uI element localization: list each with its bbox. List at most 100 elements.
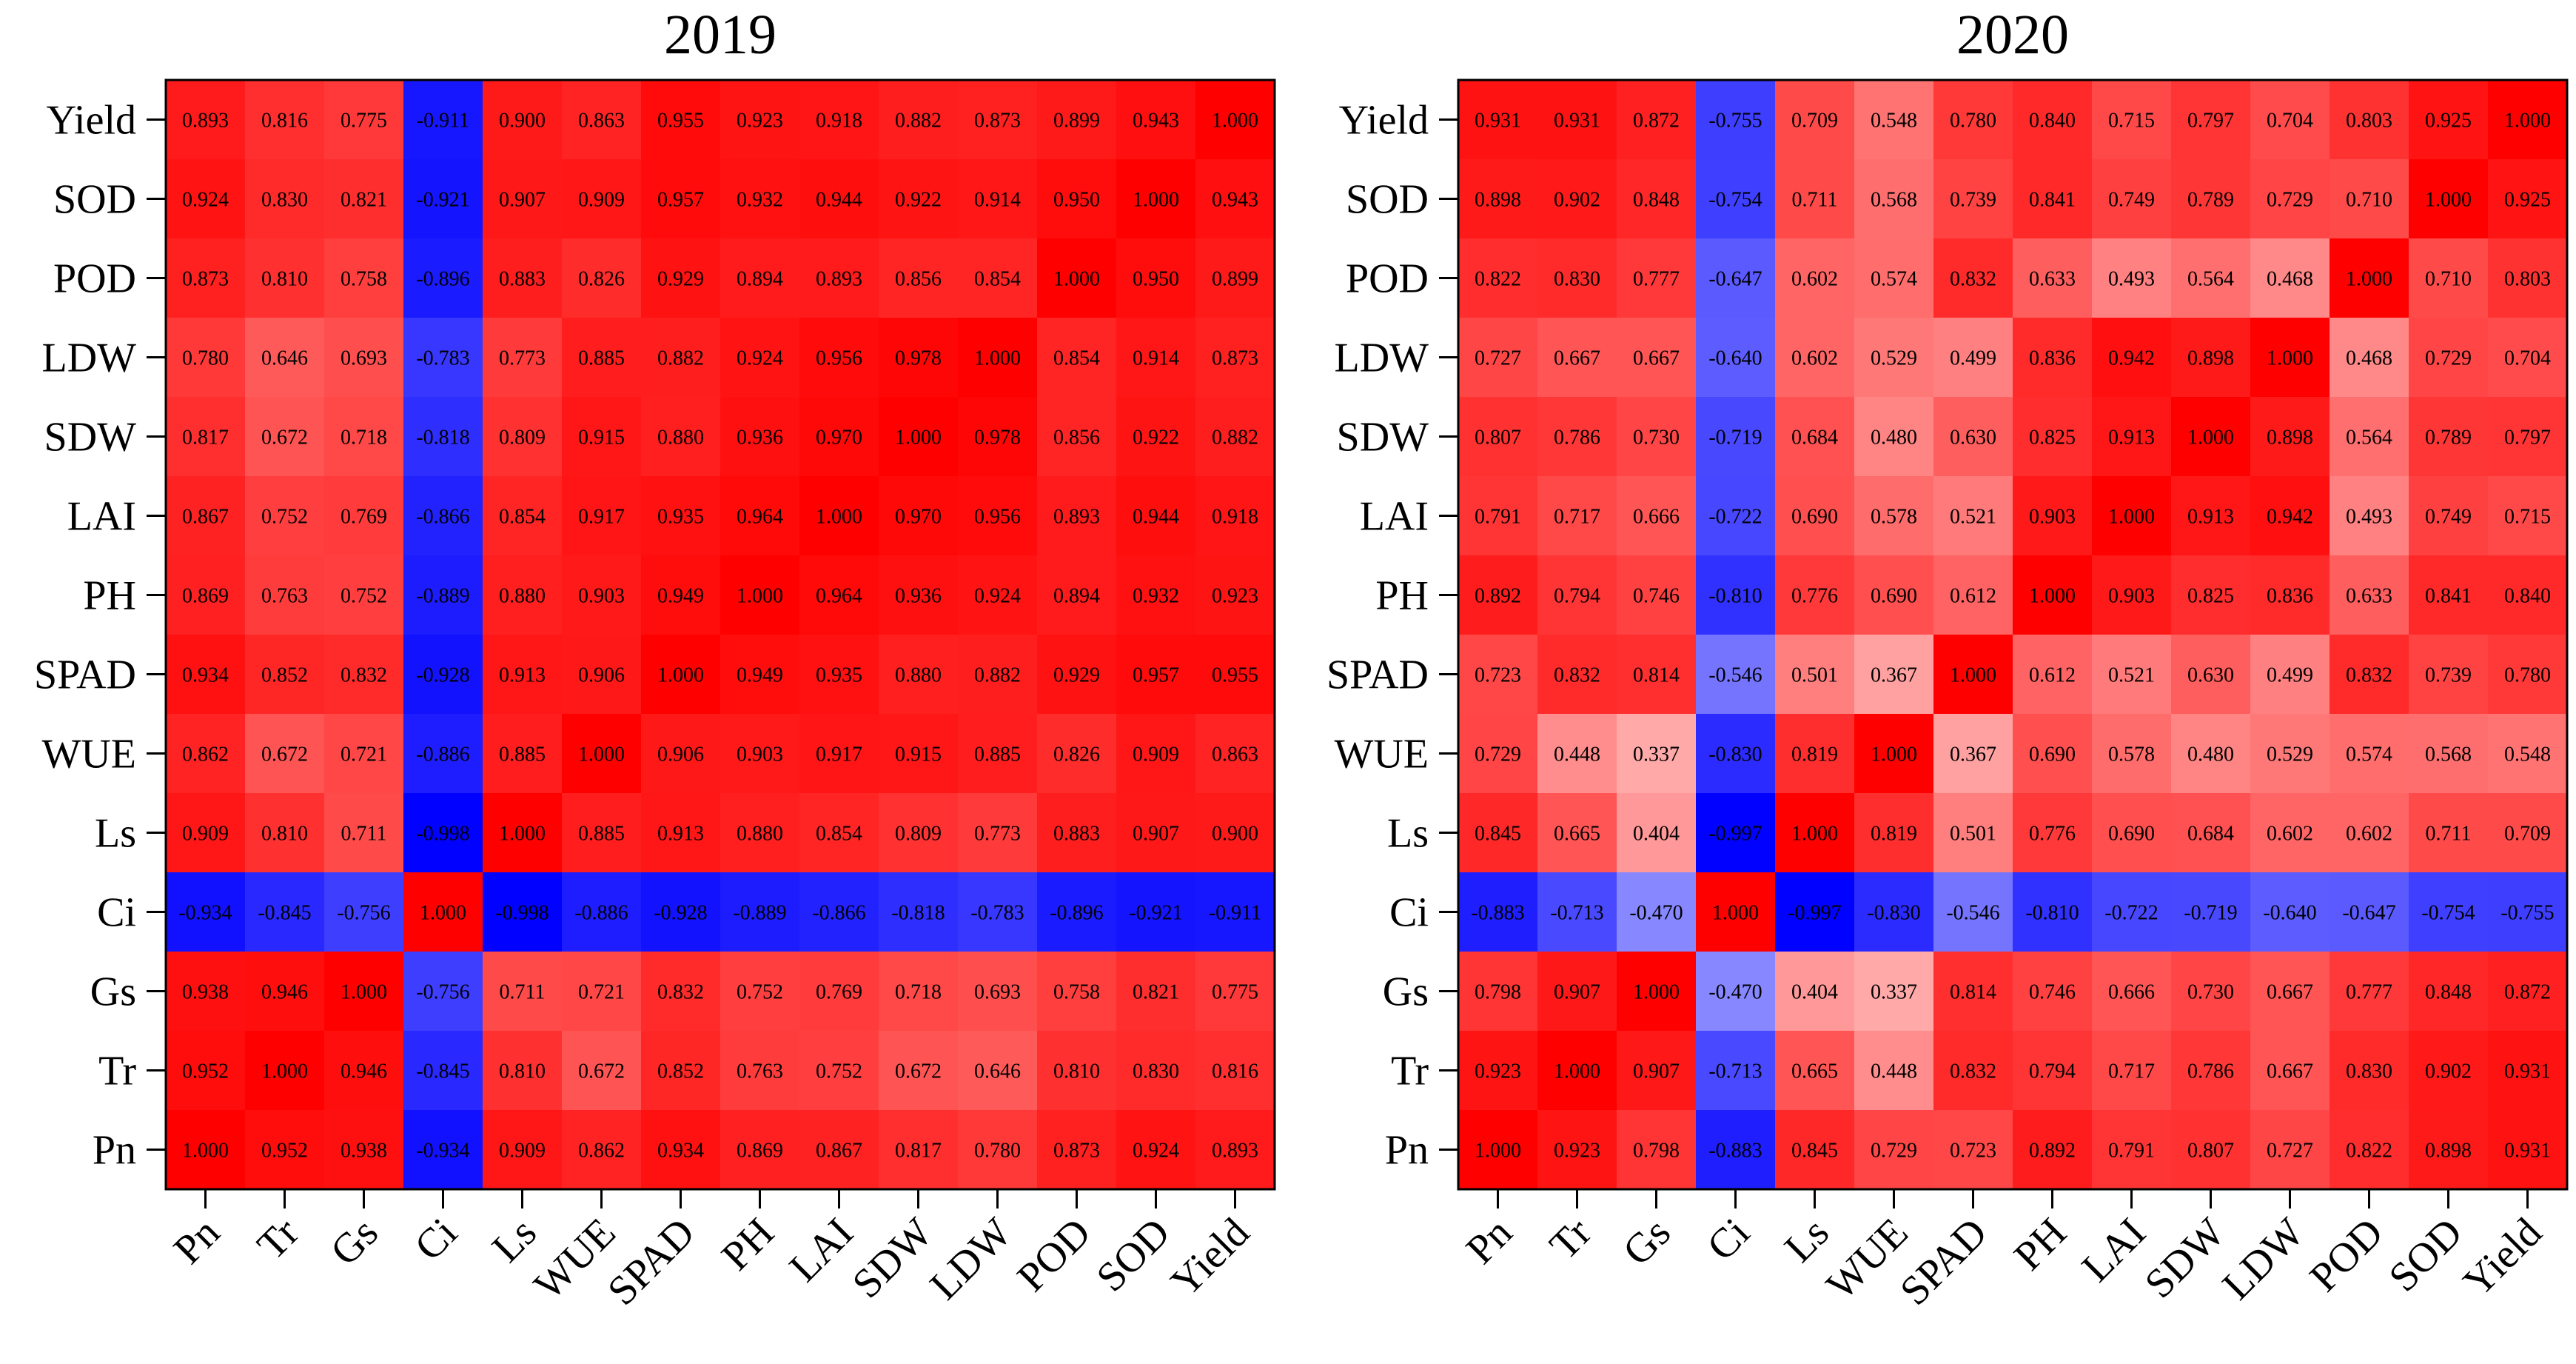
cell-value-label: 0.924 bbox=[182, 189, 229, 212]
heatmap-cell bbox=[1933, 793, 2013, 873]
heatmap-cell bbox=[1537, 1031, 1617, 1111]
heatmap-cell bbox=[2488, 397, 2568, 477]
cell-value-label: 0.880 bbox=[895, 664, 942, 687]
heatmap-cell bbox=[958, 318, 1038, 398]
heatmap-cell bbox=[245, 872, 325, 952]
heatmap-cell bbox=[1933, 635, 2013, 715]
heatmap-cell bbox=[2013, 80, 2093, 160]
cell-value-label: 1.000 bbox=[1633, 981, 1680, 1004]
heatmap-cell bbox=[2171, 80, 2251, 160]
heatmap-cell bbox=[1696, 80, 1776, 160]
heatmap-cell bbox=[1195, 714, 1275, 794]
cell-value-label: 0.978 bbox=[974, 427, 1021, 449]
cell-value-label: 0.957 bbox=[657, 189, 704, 212]
cell-value-label: 0.667 bbox=[2267, 981, 2313, 1004]
cell-value-label: 1.000 bbox=[1871, 743, 1917, 766]
cell-value-label: 0.501 bbox=[1791, 664, 1838, 687]
heatmap-cell bbox=[2330, 793, 2409, 873]
cell-value-label: -0.886 bbox=[416, 743, 469, 766]
cell-value-label: 0.769 bbox=[816, 981, 862, 1004]
heatmap-cell bbox=[1775, 952, 1855, 1032]
heatmap-cell bbox=[2171, 159, 2251, 239]
heatmap-cell bbox=[2409, 318, 2489, 398]
cell-value-label: 0.924 bbox=[737, 347, 783, 370]
cell-value-label: 0.872 bbox=[1633, 110, 1680, 133]
cell-value-label: 0.690 bbox=[1791, 506, 1838, 529]
heatmap-cell bbox=[2092, 238, 2172, 318]
cell-value-label: 1.000 bbox=[1475, 1140, 1521, 1163]
heatmap-cell bbox=[799, 1110, 879, 1190]
heatmap-cell bbox=[2013, 952, 2093, 1032]
heatmap-cell bbox=[562, 80, 642, 160]
cell-value-label: 0.931 bbox=[1554, 110, 1600, 133]
heatmap-cell bbox=[1617, 318, 1697, 398]
heatmap-cell bbox=[1617, 793, 1697, 873]
heatmap-cell bbox=[1696, 714, 1776, 794]
cell-value-label: 0.903 bbox=[578, 585, 625, 608]
y-tick-label: Gs bbox=[1383, 969, 1429, 1015]
cell-value-label: 1.000 bbox=[261, 1060, 308, 1083]
heatmap-cell bbox=[562, 1031, 642, 1111]
heatmap-cell bbox=[1195, 635, 1275, 715]
heatmap-cell bbox=[166, 397, 246, 477]
cell-value-label: 0.885 bbox=[499, 743, 546, 766]
cell-value-label: 0.711 bbox=[2426, 823, 2472, 846]
cell-value-label: 0.856 bbox=[1053, 427, 1100, 449]
heatmap-cell bbox=[245, 1110, 325, 1190]
heatmap-cell bbox=[1458, 159, 1538, 239]
cell-value-label: 0.493 bbox=[2346, 506, 2392, 529]
y-tick-label: Yield bbox=[1339, 98, 1429, 144]
heatmap-cell bbox=[2409, 714, 2489, 794]
cell-value-label: 0.723 bbox=[1475, 664, 1521, 687]
cell-value-label: 0.900 bbox=[499, 110, 546, 133]
cell-value-label: 0.909 bbox=[499, 1140, 546, 1163]
cell-value-label: 0.448 bbox=[1554, 743, 1600, 766]
heatmap-cell bbox=[879, 476, 959, 556]
cell-value-label: -0.928 bbox=[416, 664, 469, 687]
cell-value-label: 0.710 bbox=[2346, 189, 2392, 212]
cell-value-label: 0.880 bbox=[499, 585, 546, 608]
y-tick-label: SDW bbox=[44, 415, 137, 461]
heatmap-cell bbox=[2250, 793, 2330, 873]
cell-value-label: 0.883 bbox=[499, 268, 546, 291]
cell-value-label: 0.885 bbox=[578, 347, 625, 370]
cell-value-label: 0.810 bbox=[261, 823, 308, 846]
cell-value-label: 0.667 bbox=[1554, 347, 1600, 370]
heatmap-cell bbox=[1537, 476, 1617, 556]
heatmap-cell bbox=[2488, 476, 2568, 556]
cell-value-label: 0.832 bbox=[1950, 1060, 1996, 1083]
heatmap-cell bbox=[799, 952, 879, 1032]
cell-value-label: 0.832 bbox=[2346, 664, 2392, 687]
heatmap-cell bbox=[879, 397, 959, 477]
cell-value-label: 1.000 bbox=[1950, 664, 1996, 687]
heatmap-cell bbox=[1775, 714, 1855, 794]
heatmap-cell bbox=[483, 952, 563, 1032]
cell-value-label: 0.942 bbox=[2267, 506, 2313, 529]
heatmap-cell bbox=[483, 476, 563, 556]
cell-value-label: 0.856 bbox=[895, 268, 942, 291]
cell-value-label: 0.924 bbox=[1133, 1140, 1179, 1163]
cell-value-label: 0.717 bbox=[1554, 506, 1600, 529]
heatmap-cell bbox=[2488, 793, 2568, 873]
heatmap-cell bbox=[324, 555, 404, 635]
heatmap-cell bbox=[879, 714, 959, 794]
heatmap-cell bbox=[2013, 555, 2093, 635]
cell-value-label: 0.667 bbox=[1633, 347, 1680, 370]
heatmap-cell bbox=[799, 159, 879, 239]
cell-value-label: 1.000 bbox=[2346, 268, 2392, 291]
cell-value-label: 0.903 bbox=[2029, 506, 2076, 529]
heatmap-cell bbox=[2409, 1031, 2489, 1111]
cell-value-label: 1.000 bbox=[974, 347, 1021, 370]
heatmap-cell bbox=[879, 555, 959, 635]
heatmap-cell bbox=[562, 635, 642, 715]
heatmap-cell bbox=[720, 159, 800, 239]
cell-value-label: 0.666 bbox=[2108, 981, 2155, 1004]
cell-value-label: 0.548 bbox=[2504, 743, 2551, 766]
heatmap-cell bbox=[2092, 318, 2172, 398]
heatmap-cell bbox=[166, 714, 246, 794]
heatmap-cell bbox=[1617, 1031, 1697, 1111]
heatmap-cell bbox=[2330, 397, 2409, 477]
cell-value-label: 0.903 bbox=[2108, 585, 2155, 608]
heatmap-cell bbox=[2092, 397, 2172, 477]
heatmap-cell bbox=[1195, 952, 1275, 1032]
